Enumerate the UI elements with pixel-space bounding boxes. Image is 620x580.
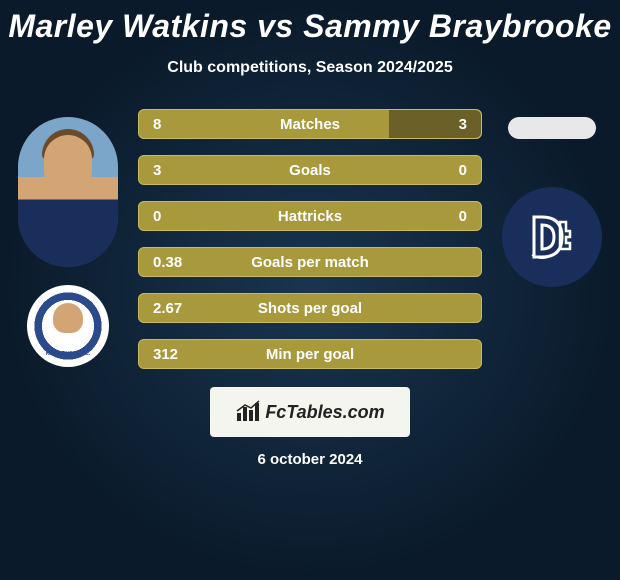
club-badge-right [502,187,602,287]
stat-label: Matches [280,116,340,133]
stat-row: 8 Matches 3 [138,109,482,139]
stat-label: Shots per goal [258,300,362,317]
stat-value-right: 3 [459,116,467,133]
stat-row: 0.38 Goals per match [138,247,482,277]
date-label: 6 october 2024 [0,451,620,468]
stat-value-right: 0 [459,162,467,179]
stat-bars: 8 Matches 3 3 Goals 0 0 Hattricks 0 0.38 Goals per… [128,109,492,369]
club-badge-left [27,285,109,367]
stat-value-left: 312 [153,346,178,363]
right-player-column [492,117,612,287]
left-player-column [8,117,128,367]
stat-label: Hattricks [278,208,342,225]
comparison-content: 8 Matches 3 3 Goals 0 0 Hattricks 0 0.38 Goals per… [0,109,620,369]
subtitle: Club competitions, Season 2024/2025 [0,59,620,77]
stat-label: Min per goal [266,346,354,363]
stat-row: 3 Goals 0 [138,155,482,185]
stat-value-left: 0.38 [153,254,182,271]
dundee-logo-icon [522,207,582,267]
stat-value-left: 8 [153,116,161,133]
footer-brand-logo: FcTables.com [210,387,410,437]
stat-value-left: 2.67 [153,300,182,317]
page-title: Marley Watkins vs Sammy Braybrooke [0,0,620,45]
stat-row: 2.67 Shots per goal [138,293,482,323]
stat-row: 0 Hattricks 0 [138,201,482,231]
player-left-avatar [18,117,118,267]
stat-value-left: 0 [153,208,161,225]
footer-brand-text: FcTables.com [265,402,384,423]
chart-icon [235,399,261,425]
stat-value-right: 0 [459,208,467,225]
stat-value-left: 3 [153,162,161,179]
player-right-avatar [508,117,596,139]
stat-label: Goals [289,162,331,179]
stat-row: 312 Min per goal [138,339,482,369]
stat-label: Goals per match [251,254,369,271]
